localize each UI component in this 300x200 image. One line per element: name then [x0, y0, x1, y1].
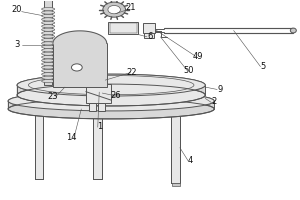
Text: 6: 6 [147, 32, 153, 41]
Bar [93, 109, 102, 179]
Ellipse shape [42, 11, 55, 14]
Ellipse shape [42, 14, 55, 18]
Text: 20: 20 [12, 5, 22, 14]
Bar [108, 22, 138, 34]
Ellipse shape [42, 35, 55, 38]
Ellipse shape [42, 52, 55, 55]
Text: 3: 3 [14, 40, 20, 49]
Ellipse shape [42, 80, 55, 83]
Ellipse shape [42, 42, 55, 45]
Ellipse shape [17, 74, 205, 96]
Text: 1: 1 [97, 122, 102, 131]
Ellipse shape [42, 21, 55, 24]
Ellipse shape [42, 66, 55, 69]
Text: 2: 2 [212, 97, 217, 106]
Ellipse shape [42, 28, 55, 31]
Bar [89, 103, 96, 111]
Ellipse shape [42, 18, 55, 21]
Ellipse shape [42, 76, 55, 79]
Ellipse shape [290, 28, 296, 33]
Text: 14: 14 [66, 133, 76, 142]
Bar [98, 103, 105, 111]
Ellipse shape [42, 59, 55, 62]
Ellipse shape [42, 32, 55, 35]
Text: 22: 22 [127, 68, 137, 77]
Ellipse shape [42, 8, 55, 11]
Bar [35, 109, 44, 179]
Polygon shape [17, 85, 205, 106]
Ellipse shape [42, 62, 55, 66]
Bar [172, 183, 180, 186]
Text: 23: 23 [48, 92, 58, 101]
Ellipse shape [42, 49, 55, 52]
Polygon shape [8, 101, 214, 119]
Text: 9: 9 [218, 85, 223, 94]
Ellipse shape [42, 45, 55, 48]
Ellipse shape [42, 73, 55, 76]
Bar [142, 23, 155, 33]
Ellipse shape [42, 25, 55, 28]
Text: 21: 21 [125, 3, 136, 12]
Ellipse shape [42, 56, 55, 59]
Ellipse shape [17, 74, 205, 96]
Ellipse shape [8, 91, 214, 111]
Ellipse shape [17, 84, 205, 106]
Text: 5: 5 [261, 62, 266, 71]
Ellipse shape [8, 99, 214, 119]
Ellipse shape [8, 91, 214, 111]
Ellipse shape [108, 5, 120, 14]
Ellipse shape [42, 69, 55, 72]
Ellipse shape [42, 38, 55, 42]
Bar [144, 33, 154, 38]
Bar [53, 43, 107, 87]
Text: 26: 26 [110, 91, 121, 100]
Polygon shape [53, 31, 107, 43]
Ellipse shape [71, 64, 82, 71]
Text: 49: 49 [193, 52, 203, 61]
Bar [44, 0, 52, 85]
Bar [110, 23, 136, 33]
Bar [171, 109, 181, 183]
Text: 50: 50 [184, 66, 194, 75]
Ellipse shape [103, 2, 125, 17]
Bar [86, 84, 111, 103]
Text: 4: 4 [188, 156, 193, 165]
